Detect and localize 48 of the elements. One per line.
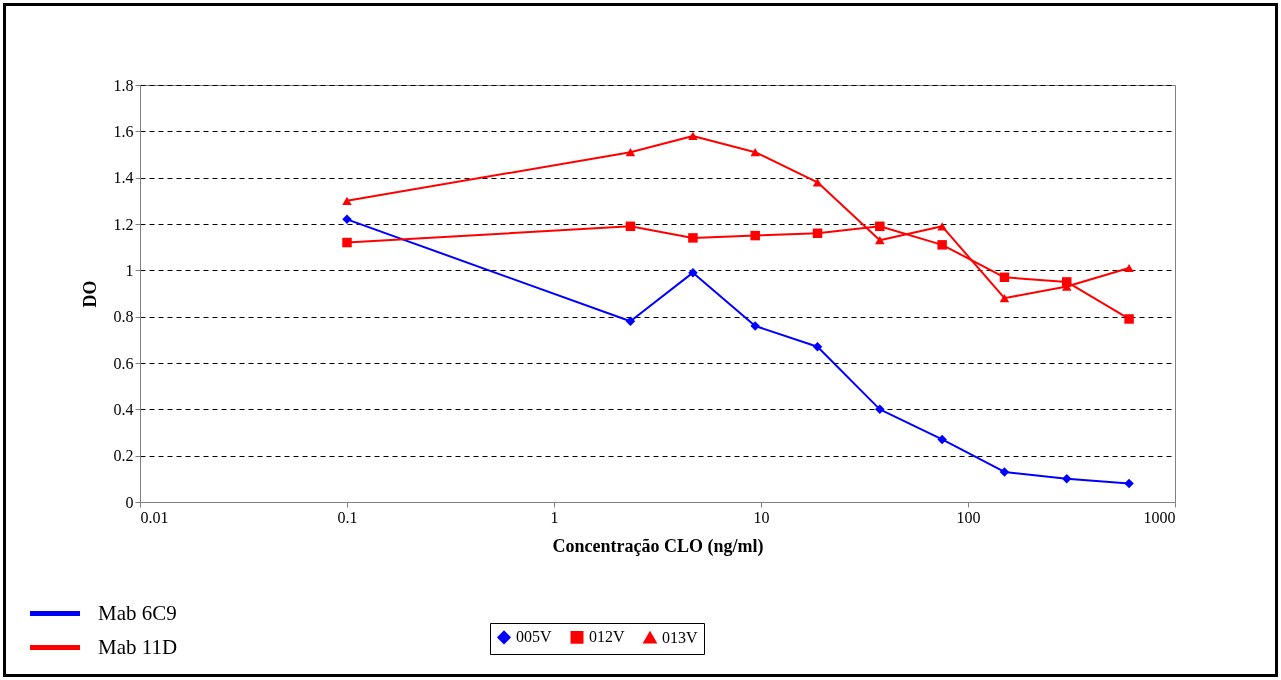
y-tick-label: 0.2 — [113, 447, 134, 465]
point — [1124, 314, 1134, 324]
point — [688, 267, 698, 278]
point — [999, 272, 1010, 283]
point — [750, 321, 760, 331]
point — [999, 294, 1010, 303]
y-tick-label: 1.8 — [113, 76, 134, 94]
legend-label: 005V — [516, 628, 552, 646]
point — [875, 404, 885, 415]
legend-label: 012V — [589, 628, 625, 646]
point — [625, 221, 636, 232]
point — [812, 342, 823, 352]
legend-label: 013V — [662, 628, 698, 646]
point — [1062, 474, 1072, 484]
y-tick-label: 0 — [125, 493, 134, 511]
point — [625, 316, 636, 327]
x-tick-label: 10 — [753, 508, 770, 526]
y-axis-title: DO — [79, 280, 100, 308]
y-tick-label: 0.4 — [113, 400, 134, 418]
point — [812, 228, 823, 239]
x-axis-title: Concentração CLO (ng/ml) — [552, 535, 764, 557]
x-tick-label: 0.01 — [140, 508, 169, 526]
point — [750, 148, 760, 157]
point — [1124, 263, 1134, 273]
point — [625, 148, 636, 157]
point — [1124, 478, 1134, 489]
point — [937, 222, 947, 231]
point — [875, 221, 885, 232]
point — [750, 230, 760, 241]
point — [875, 236, 885, 245]
point — [937, 240, 947, 250]
y-tick-label: 1.4 — [113, 169, 134, 187]
x-tick-label: 0.1 — [337, 508, 358, 526]
y-tick-label: 0.6 — [113, 354, 134, 372]
x-tick-label: 1000 — [1143, 508, 1176, 526]
point — [812, 178, 823, 187]
y-tick-label: 1 — [125, 261, 134, 279]
x-tick-label: 1 — [550, 508, 559, 526]
y-tick-label: 0.8 — [113, 308, 134, 326]
y-tick-label: 1.2 — [113, 215, 134, 233]
text: Mab 6C9 — [98, 600, 177, 626]
point — [999, 467, 1010, 477]
point — [688, 233, 698, 243]
x-tick-label: 100 — [956, 508, 981, 526]
point — [688, 131, 698, 141]
y-tick-label: 1.6 — [113, 122, 134, 140]
text: Mab 11D — [98, 634, 178, 660]
point — [937, 434, 947, 445]
